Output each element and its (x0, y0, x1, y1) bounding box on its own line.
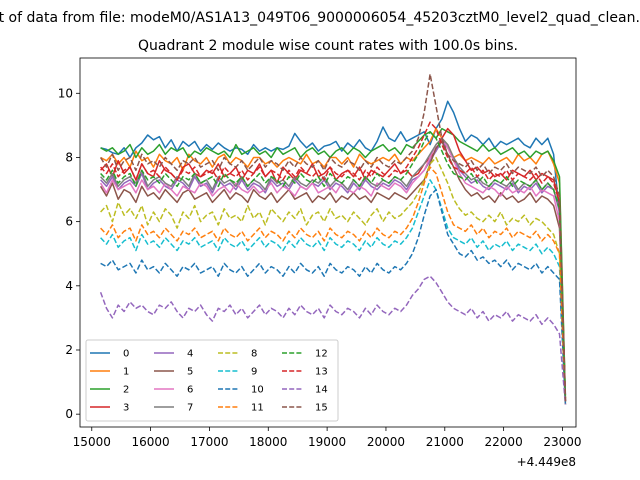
legend-label-13: 13 (315, 367, 328, 378)
series-line-13 (100, 121, 567, 402)
legend-label-14: 14 (315, 385, 328, 396)
series-line-9 (100, 179, 567, 405)
series-line-2 (100, 127, 567, 399)
x-axis: 15000 16000 17000 18000 19000 20000 21000 22000… (73, 427, 582, 449)
y-tick-label: 0 (65, 407, 73, 421)
series-line-15 (99, 73, 567, 402)
y-tick-label: 2 (65, 343, 73, 357)
x-tick-label: 16000 (132, 435, 170, 449)
x-tick-label: 17000 (190, 435, 228, 449)
x-tick-label: 15000 (73, 435, 111, 449)
legend-label-6: 6 (187, 385, 193, 396)
legend-label-2: 2 (123, 385, 129, 396)
y-tick-label: 10 (58, 86, 73, 100)
series-line-12 (100, 131, 567, 402)
x-tick-label: 19000 (308, 435, 346, 449)
series-line-11 (100, 166, 567, 405)
axes-frame (79, 57, 577, 428)
legend-label-10: 10 (251, 385, 264, 396)
series-line-10 (100, 188, 567, 405)
series-line-4 (100, 140, 567, 402)
x-offset-label: +4.449e8 (517, 455, 576, 469)
series-line-5 (99, 140, 567, 402)
legend-label-1: 1 (123, 367, 129, 378)
x-tick-label: 20000 (367, 435, 405, 449)
series-line-6 (99, 137, 567, 402)
series-layer (99, 73, 567, 405)
legend-label-3: 3 (123, 403, 129, 414)
plot-area: 15000 16000 17000 18000 19000 20000 21000 22000… (58, 57, 582, 469)
legend-label-11: 11 (251, 403, 264, 414)
series-line-14 (99, 275, 567, 405)
legend-label-12: 12 (315, 349, 328, 360)
series-line-8 (100, 156, 567, 405)
legend-label-4: 4 (187, 349, 193, 360)
legend-label-9: 9 (251, 367, 257, 378)
legend-label-7: 7 (187, 403, 193, 414)
y-tick-label: 8 (65, 150, 73, 164)
x-tick-label: 22000 (485, 435, 523, 449)
x-tick-label: 23000 (543, 435, 581, 449)
figure-suptitle: Plot of data from file: modeM0/AS1A13_04… (0, 10, 640, 26)
legend-label-8: 8 (251, 349, 257, 360)
y-axis: 0 2 4 6 8 10 (58, 86, 80, 421)
series-line-1 (100, 127, 567, 399)
legend-box (85, 339, 339, 422)
y-tick-label: 4 (65, 279, 73, 293)
legend-label-5: 5 (187, 367, 193, 378)
series-line-0 (100, 100, 567, 395)
x-tick-label: 18000 (249, 435, 287, 449)
chart-title: Quadrant 2 module wise count rates with … (138, 38, 518, 54)
x-tick-label: 21000 (426, 435, 464, 449)
legend-label-15: 15 (315, 403, 328, 414)
legend-label-0: 0 (123, 349, 129, 360)
y-tick-label: 6 (65, 215, 73, 229)
